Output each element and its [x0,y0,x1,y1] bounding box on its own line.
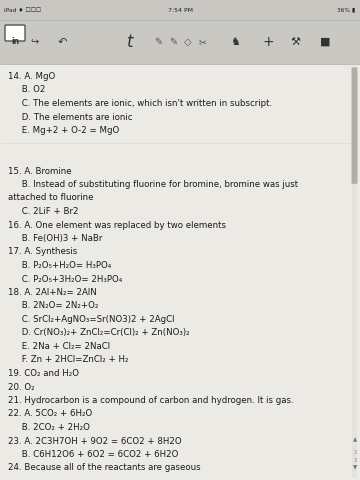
Text: ⚒: ⚒ [290,37,300,47]
Text: 24. Because all of the reactants are gaseous: 24. Because all of the reactants are gas… [8,464,201,472]
Text: 22. A. 5CO₂ + 6H₂O: 22. A. 5CO₂ + 6H₂O [8,409,92,419]
Text: B. Fe(OH)3 + NaBr: B. Fe(OH)3 + NaBr [8,234,102,243]
Text: 18. A. 2Al+N₂= 2AlN: 18. A. 2Al+N₂= 2AlN [8,288,97,297]
Text: +: + [262,35,274,49]
Text: 21. Hydrocarbon is a compound of carbon and hydrogen. It is gas.: 21. Hydrocarbon is a compound of carbon … [8,396,294,405]
Text: B. 2N₂O= 2N₂+O₂: B. 2N₂O= 2N₂+O₂ [8,301,98,311]
Bar [352,66,357,478]
Text: ↶: ↶ [57,37,67,47]
Text: D. The elements are ionic: D. The elements are ionic [8,112,132,121]
Text: 19. CO₂ and H₂O: 19. CO₂ and H₂O [8,369,79,378]
Text: ✎: ✎ [154,37,162,47]
Text: D. Cr(NO₃)₂+ ZnCl₂=Cr(Cl)₂ + Zn(NO₃)₂: D. Cr(NO₃)₂+ ZnCl₂=Cr(Cl)₂ + Zn(NO₃)₂ [8,328,190,337]
Text: E. Mg+2 + O-2 = MgO: E. Mg+2 + O-2 = MgO [8,126,119,135]
Text: ↪: ↪ [30,37,38,47]
Bar [0,20,360,64]
Text: 17. A. Synthesis: 17. A. Synthesis [8,248,77,256]
Text: C. P₂O₅+3H₂O= 2H₃PO₄: C. P₂O₅+3H₂O= 2H₃PO₄ [8,275,122,284]
Text: 16. A. One element was replaced by two elements: 16. A. One element was replaced by two e… [8,220,226,229]
Text: 7:54 PM: 7:54 PM [167,8,193,12]
Text: C. The elements are ionic, which isn't written in subscript.: C. The elements are ionic, which isn't w… [8,99,272,108]
Text: ◇: ◇ [184,37,192,47]
FancyBboxPatch shape [351,68,357,184]
Text: 3: 3 [354,457,356,463]
Text: B. P₂O₅+H₂O= H₃PO₄: B. P₂O₅+H₂O= H₃PO₄ [8,261,111,270]
Text: 36% ▮: 36% ▮ [337,8,355,12]
Text: B. O2: B. O2 [8,85,45,95]
Text: ■: ■ [320,37,330,47]
Text: ▲: ▲ [353,437,357,443]
Text: E. 2Na + Cl₂= 2NaCl: E. 2Na + Cl₂= 2NaCl [8,342,110,351]
Text: B. Instead of substituting fluorine for bromine, bromine was just: B. Instead of substituting fluorine for … [8,180,298,189]
Text: iPad ♦ ☐☐☐: iPad ♦ ☐☐☐ [4,8,41,12]
Text: ✎: ✎ [169,37,177,47]
Text: t: t [127,33,133,51]
FancyBboxPatch shape [5,25,25,41]
Text: C. 2LiF + Br2: C. 2LiF + Br2 [8,207,78,216]
Text: 14. A. MgO: 14. A. MgO [8,72,55,81]
Text: in: in [11,37,19,47]
Text: B. 2CO₂ + 2H₂O: B. 2CO₂ + 2H₂O [8,423,90,432]
Text: F. Zn + 2HCl=ZnCl₂ + H₂: F. Zn + 2HCl=ZnCl₂ + H₂ [8,356,129,364]
Text: attached to fluorine: attached to fluorine [8,193,94,203]
Text: ✂: ✂ [199,37,207,47]
Text: ♞: ♞ [230,37,240,47]
Text: 20. O₂: 20. O₂ [8,383,35,392]
Text: C. SrCl₂+AgNO₃=Sr(NO3)2 + 2AgCl: C. SrCl₂+AgNO₃=Sr(NO3)2 + 2AgCl [8,315,175,324]
Bar [0,0,360,20]
Text: 2: 2 [354,449,356,455]
Text: 23. A. 2C3H7OH + 9O2 = 6CO2 + 8H2O: 23. A. 2C3H7OH + 9O2 = 6CO2 + 8H2O [8,436,182,445]
Text: ▼: ▼ [353,466,357,470]
Text: B. C6H12O6 + 6O2 = 6CO2 + 6H2O: B. C6H12O6 + 6O2 = 6CO2 + 6H2O [8,450,178,459]
Text: 15. A. Bromine: 15. A. Bromine [8,167,72,176]
